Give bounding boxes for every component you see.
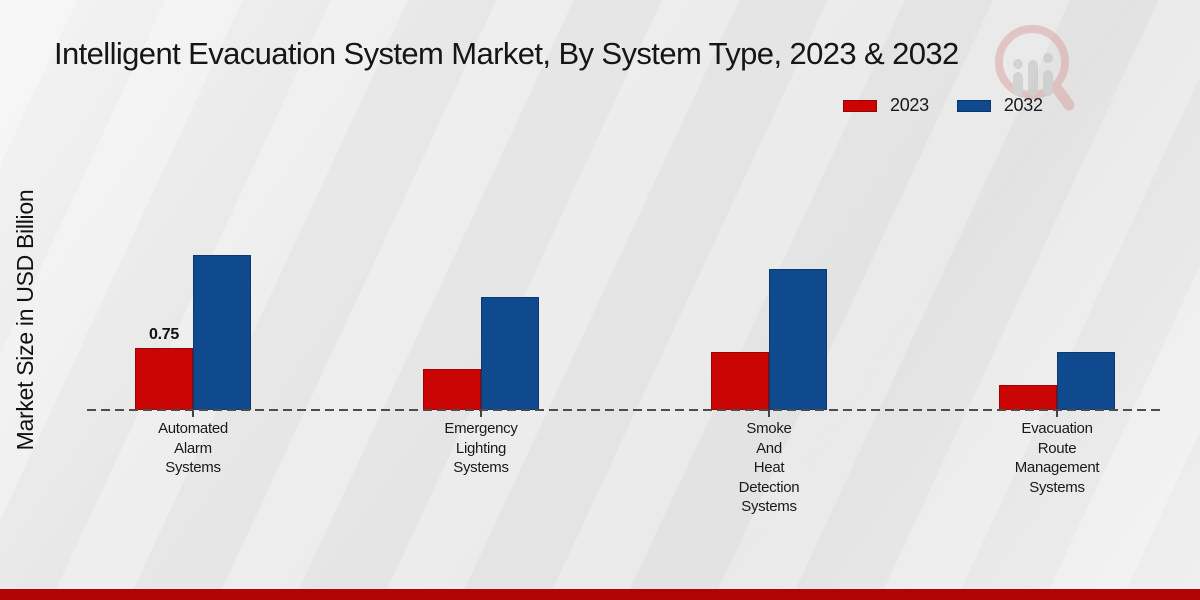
y-axis-label: Market Size in USD Billion: [12, 189, 38, 451]
legend-item-2032: 2032: [956, 95, 1043, 116]
bar-2032-category-3: [769, 269, 827, 410]
bar-2032-category-1: [193, 255, 251, 410]
bar-2023-category-1: [135, 348, 193, 410]
x-axis-tick: [192, 410, 194, 417]
legend-swatch-2032: [956, 99, 991, 112]
legend: 2023 2032: [843, 95, 1043, 116]
chart-title: Intelligent Evacuation System Market, By…: [54, 36, 959, 71]
category-label: Evacuation Route Management Systems: [1014, 420, 1100, 496]
category-label: Emergency Lighting Systems: [444, 420, 518, 476]
bar-2023-category-4: [999, 385, 1057, 410]
bar-2032-category-4: [1057, 352, 1115, 410]
legend-swatch-2023: [843, 99, 877, 112]
footer-accent-bar: [0, 589, 1200, 600]
x-axis-baseline: [87, 409, 1163, 411]
x-axis-tick: [768, 410, 770, 417]
bar-2023-category-2: [423, 369, 481, 410]
bar-2023-category-3: [711, 352, 769, 410]
x-axis-tick: [480, 410, 482, 417]
legend-label-2032: 2032: [1003, 95, 1043, 115]
bar-value-label: 0.75: [149, 326, 179, 343]
legend-label-2023: 2023: [890, 95, 929, 115]
bar-2032-category-2: [481, 297, 539, 410]
category-label: Smoke And Heat Detection Systems: [738, 420, 800, 515]
legend-item-2023: 2023: [843, 95, 929, 116]
category-label: Automated Alarm Systems: [158, 420, 228, 476]
x-axis-tick: [1056, 410, 1058, 417]
